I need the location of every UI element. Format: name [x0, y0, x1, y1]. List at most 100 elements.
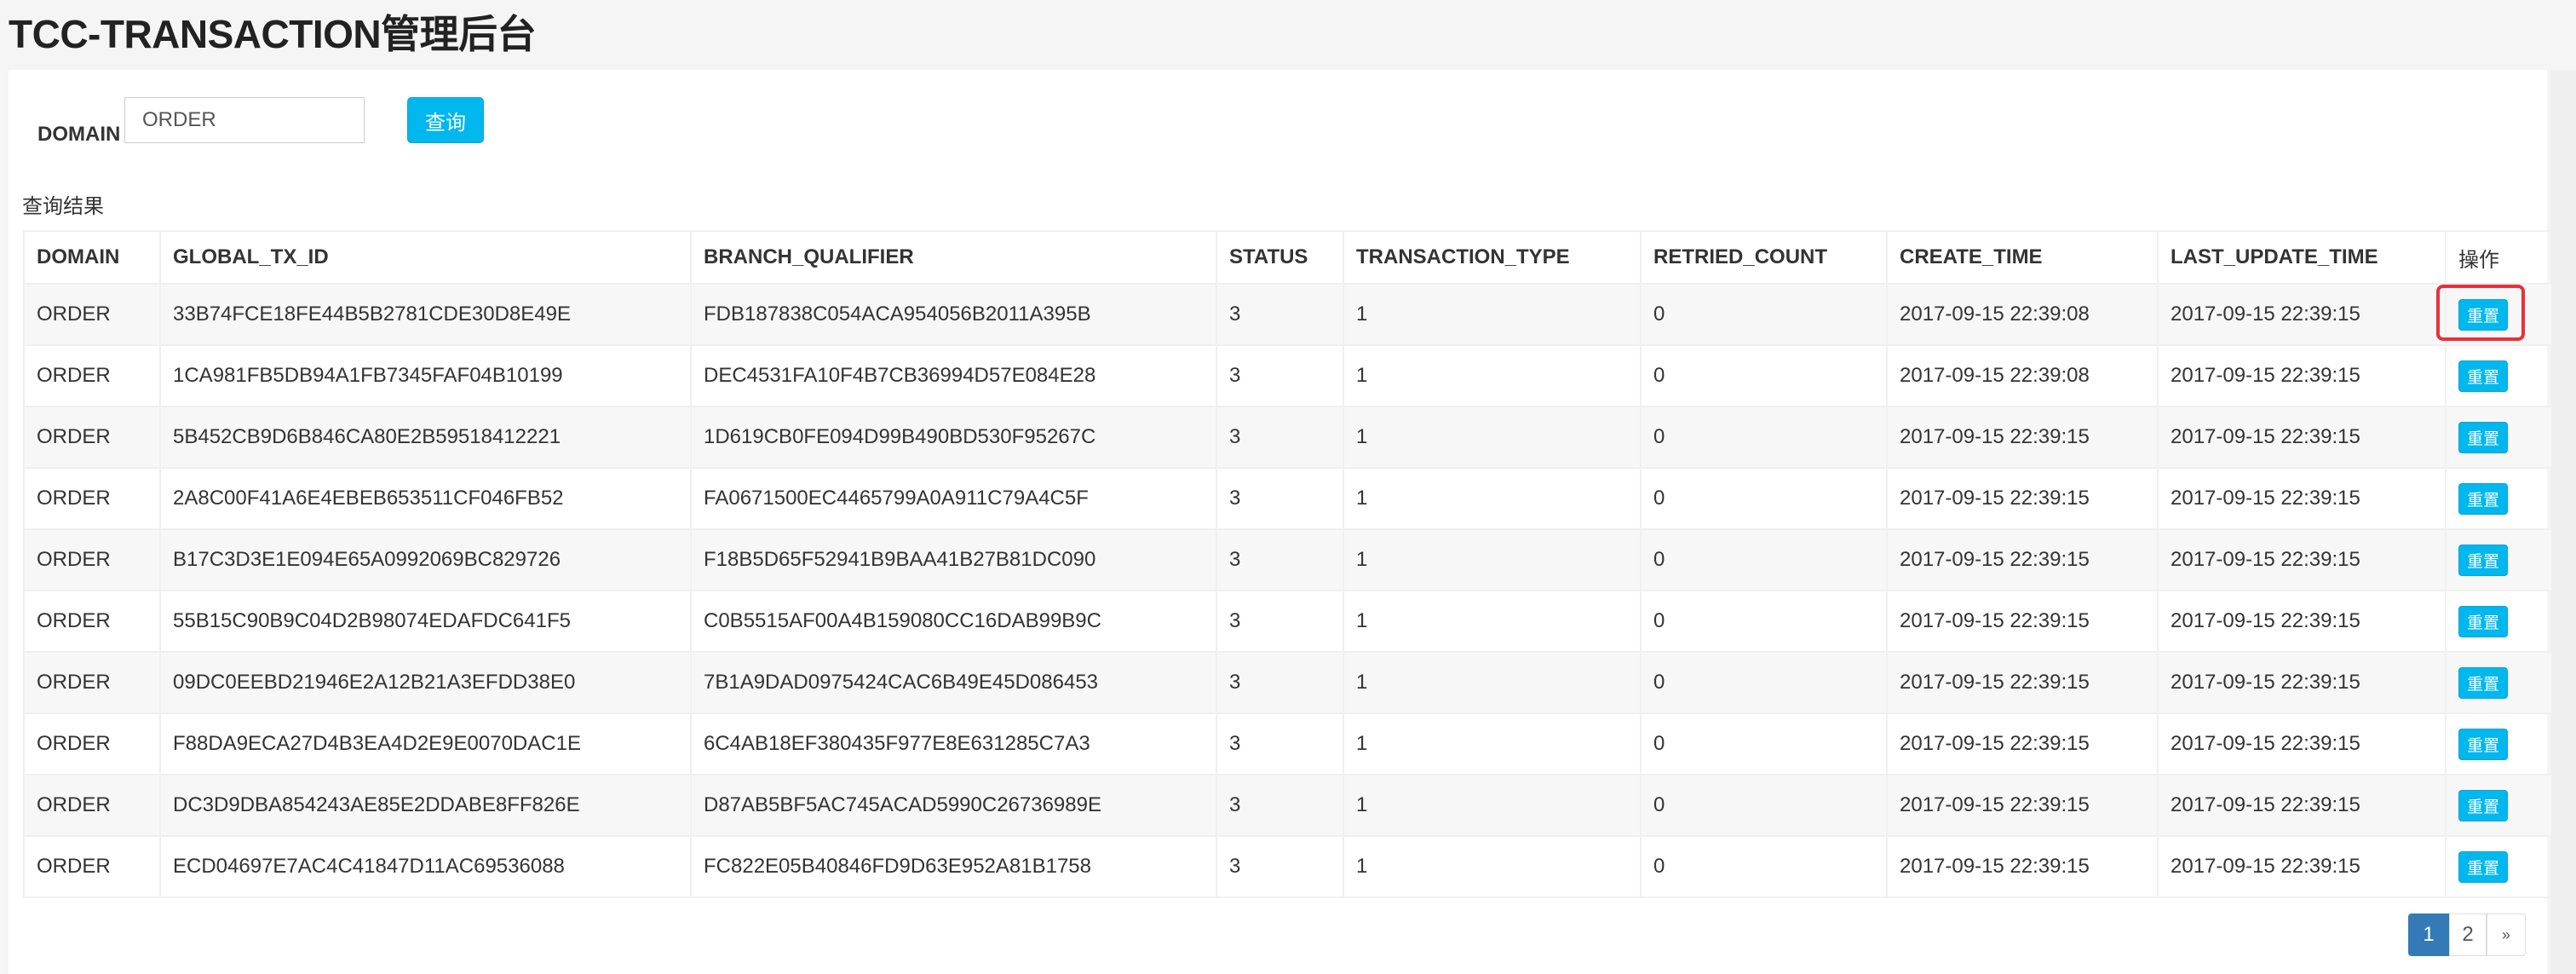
- table-cell: 33B74FCE18FE44B5B2781CDE30D8E49E: [159, 283, 692, 346]
- table-cell: 2017-09-15 22:39:15: [1886, 835, 2159, 898]
- reset-button[interactable]: 重置: [2458, 728, 2509, 760]
- table-cell: FDB187838C054ACA954056B2011A395B: [690, 283, 1217, 346]
- domain-input[interactable]: [124, 97, 365, 143]
- column-header: GLOBAL_TX_ID: [159, 230, 692, 285]
- main-panel: DOMAIN 查询 查询结果 DOMAINGLOBAL_TX_IDBRANCH_…: [9, 70, 2553, 974]
- table-row: ORDER DC3D9DBA854243AE85E2DDABE8FF826E D87…: [23, 774, 2553, 837]
- column-header: BRANCH_QUALIFIER: [690, 230, 1217, 285]
- table-cell: 0: [1640, 283, 1888, 346]
- action-cell: 重置: [2445, 528, 2553, 591]
- table-cell: DEC4531FA10F4B7CB36994D57E084E28: [690, 344, 1217, 407]
- reset-button[interactable]: 重置: [2458, 298, 2509, 331]
- action-cell: 重置: [2445, 467, 2553, 530]
- table-cell: 0: [1640, 467, 1888, 530]
- action-cell: 重置: [2445, 590, 2553, 653]
- table-cell: 3: [1216, 774, 1344, 837]
- column-header: RETRIED_COUNT: [1640, 230, 1888, 285]
- table-row: ORDER 09DC0EEBD21946E2A12B21A3EFDD38E0 7B1…: [23, 651, 2553, 714]
- table-cell: ORDER: [23, 283, 161, 346]
- table-cell: 2017-09-15 22:39:15: [2157, 528, 2447, 591]
- reset-button[interactable]: 重置: [2458, 789, 2509, 821]
- reset-button[interactable]: 重置: [2458, 850, 2509, 883]
- next-page-button[interactable]: »: [2487, 913, 2526, 956]
- reset-button[interactable]: 重置: [2458, 544, 2509, 576]
- table-cell: 0: [1640, 774, 1888, 837]
- page-title: TCC-TRANSACTION管理后台: [9, 12, 537, 56]
- table-row: ORDER ECD04697E7AC4C41847D11AC69536088 FC8…: [23, 835, 2553, 898]
- reset-button[interactable]: 重置: [2458, 421, 2509, 453]
- table-row: ORDER F88DA9ECA27D4B3EA4D2E9E0070DAC1E 6C4…: [23, 712, 2553, 775]
- action-cell: 重置: [2445, 344, 2553, 407]
- table-cell: 0: [1640, 712, 1888, 775]
- table-cell: FA0671500EC4465799A0A911C79A4C5F: [690, 467, 1217, 530]
- table-cell: 2017-09-15 22:39:15: [2157, 590, 2447, 653]
- table-cell: ORDER: [23, 651, 161, 714]
- table-cell: ECD04697E7AC4C41847D11AC69536088: [159, 835, 692, 898]
- table-cell: 1: [1343, 774, 1642, 837]
- table-cell: 0: [1640, 835, 1888, 898]
- table-cell: 2017-09-15 22:39:15: [1886, 712, 2159, 775]
- table-cell: 2017-09-15 22:39:15: [1886, 528, 2159, 591]
- table-cell: ORDER: [23, 528, 161, 591]
- table-cell: 1: [1343, 467, 1642, 530]
- reset-button[interactable]: 重置: [2458, 666, 2509, 699]
- table-cell: 1CA981FB5DB94A1FB7345FAF04B10199: [159, 344, 692, 407]
- table-cell: 5B452CB9D6B846CA80E2B59518412221: [159, 406, 692, 469]
- table-cell: 7B1A9DAD0975424CAC6B49E45D086453: [690, 651, 1217, 714]
- table-cell: 3: [1216, 406, 1344, 469]
- column-header: TRANSACTION_TYPE: [1343, 230, 1642, 285]
- table-cell: 2017-09-15 22:39:15: [2157, 712, 2447, 775]
- table-cell: FC822E05B40846FD9D63E952A81B1758: [690, 835, 1217, 898]
- table-cell: 3: [1216, 712, 1344, 775]
- table-cell: 1: [1343, 528, 1642, 591]
- page-2-button[interactable]: 2: [2449, 913, 2487, 956]
- table-cell: ORDER: [23, 774, 161, 837]
- table-row: ORDER 5B452CB9D6B846CA80E2B59518412221 1D6…: [23, 406, 2553, 469]
- table-cell: 2017-09-15 22:39:15: [2157, 344, 2447, 407]
- table-cell: 2017-09-15 22:39:15: [1886, 774, 2159, 837]
- reset-button[interactable]: 重置: [2458, 605, 2509, 637]
- table-row: ORDER 2A8C00F41A6E4EBEB653511CF046FB52 FA0…: [23, 467, 2553, 530]
- scrollbar[interactable]: [2550, 70, 2576, 974]
- column-header: 操作: [2445, 230, 2553, 285]
- column-header: CREATE_TIME: [1886, 230, 2159, 285]
- transactions-table: DOMAIN GLOBAL_TX_ID BRANCH_QUALIFIER STATUS…: [23, 230, 2553, 898]
- table-cell: 2017-09-15 22:39:15: [1886, 651, 2159, 714]
- table-cell: 0: [1640, 651, 1888, 714]
- table-cell: 3: [1216, 283, 1344, 346]
- table-cell: ORDER: [23, 406, 161, 469]
- table-cell: 2017-09-15 22:39:15: [2157, 406, 2447, 469]
- table-cell: 0: [1640, 406, 1888, 469]
- table-cell: 6C4AB18EF380435F977E8E631285C7A3: [690, 712, 1217, 775]
- table-cell: 2A8C00F41A6E4EBEB653511CF046FB52: [159, 467, 692, 530]
- action-cell: 重置: [2445, 712, 2553, 775]
- reset-button[interactable]: 重置: [2458, 482, 2509, 515]
- table-cell: F88DA9ECA27D4B3EA4D2E9E0070DAC1E: [159, 712, 692, 775]
- table-header: DOMAIN GLOBAL_TX_ID BRANCH_QUALIFIER STATUS…: [23, 230, 2553, 285]
- action-cell: 重置: [2445, 283, 2553, 346]
- page-1-button[interactable]: 1: [2408, 913, 2449, 956]
- table-cell: 3: [1216, 651, 1344, 714]
- table-cell: ORDER: [23, 590, 161, 653]
- table-cell: 2017-09-15 22:39:15: [1886, 467, 2159, 530]
- table-row: ORDER B17C3D3E1E094E65A0992069BC829726 F18…: [23, 528, 2553, 591]
- table-cell: 2017-09-15 22:39:15: [2157, 283, 2447, 346]
- column-header: LAST_UPDATE_TIME: [2157, 230, 2447, 285]
- table-row: ORDER 55B15C90B9C04D2B98074EDAFDC641F5 C0B…: [23, 590, 2553, 653]
- reset-button[interactable]: 重置: [2458, 360, 2509, 392]
- table-cell: 3: [1216, 467, 1344, 530]
- action-cell: 重置: [2445, 835, 2553, 898]
- domain-label: DOMAIN: [37, 123, 121, 146]
- table-cell: 2017-09-15 22:39:15: [2157, 835, 2447, 898]
- table-cell: 1: [1343, 835, 1642, 898]
- table-cell: ORDER: [23, 467, 161, 530]
- table-cell: 09DC0EEBD21946E2A12B21A3EFDD38E0: [159, 651, 692, 714]
- action-cell: 重置: [2445, 406, 2553, 469]
- table-cell: 0: [1640, 590, 1888, 653]
- table-cell: 1: [1343, 712, 1642, 775]
- table-cell: 2017-09-15 22:39:08: [1886, 283, 2159, 346]
- table-cell: D87AB5BF5AC745ACAD5990C26736989E: [690, 774, 1217, 837]
- column-header: STATUS: [1216, 230, 1344, 285]
- query-button[interactable]: 查询: [407, 97, 484, 143]
- table-cell: 55B15C90B9C04D2B98074EDAFDC641F5: [159, 590, 692, 653]
